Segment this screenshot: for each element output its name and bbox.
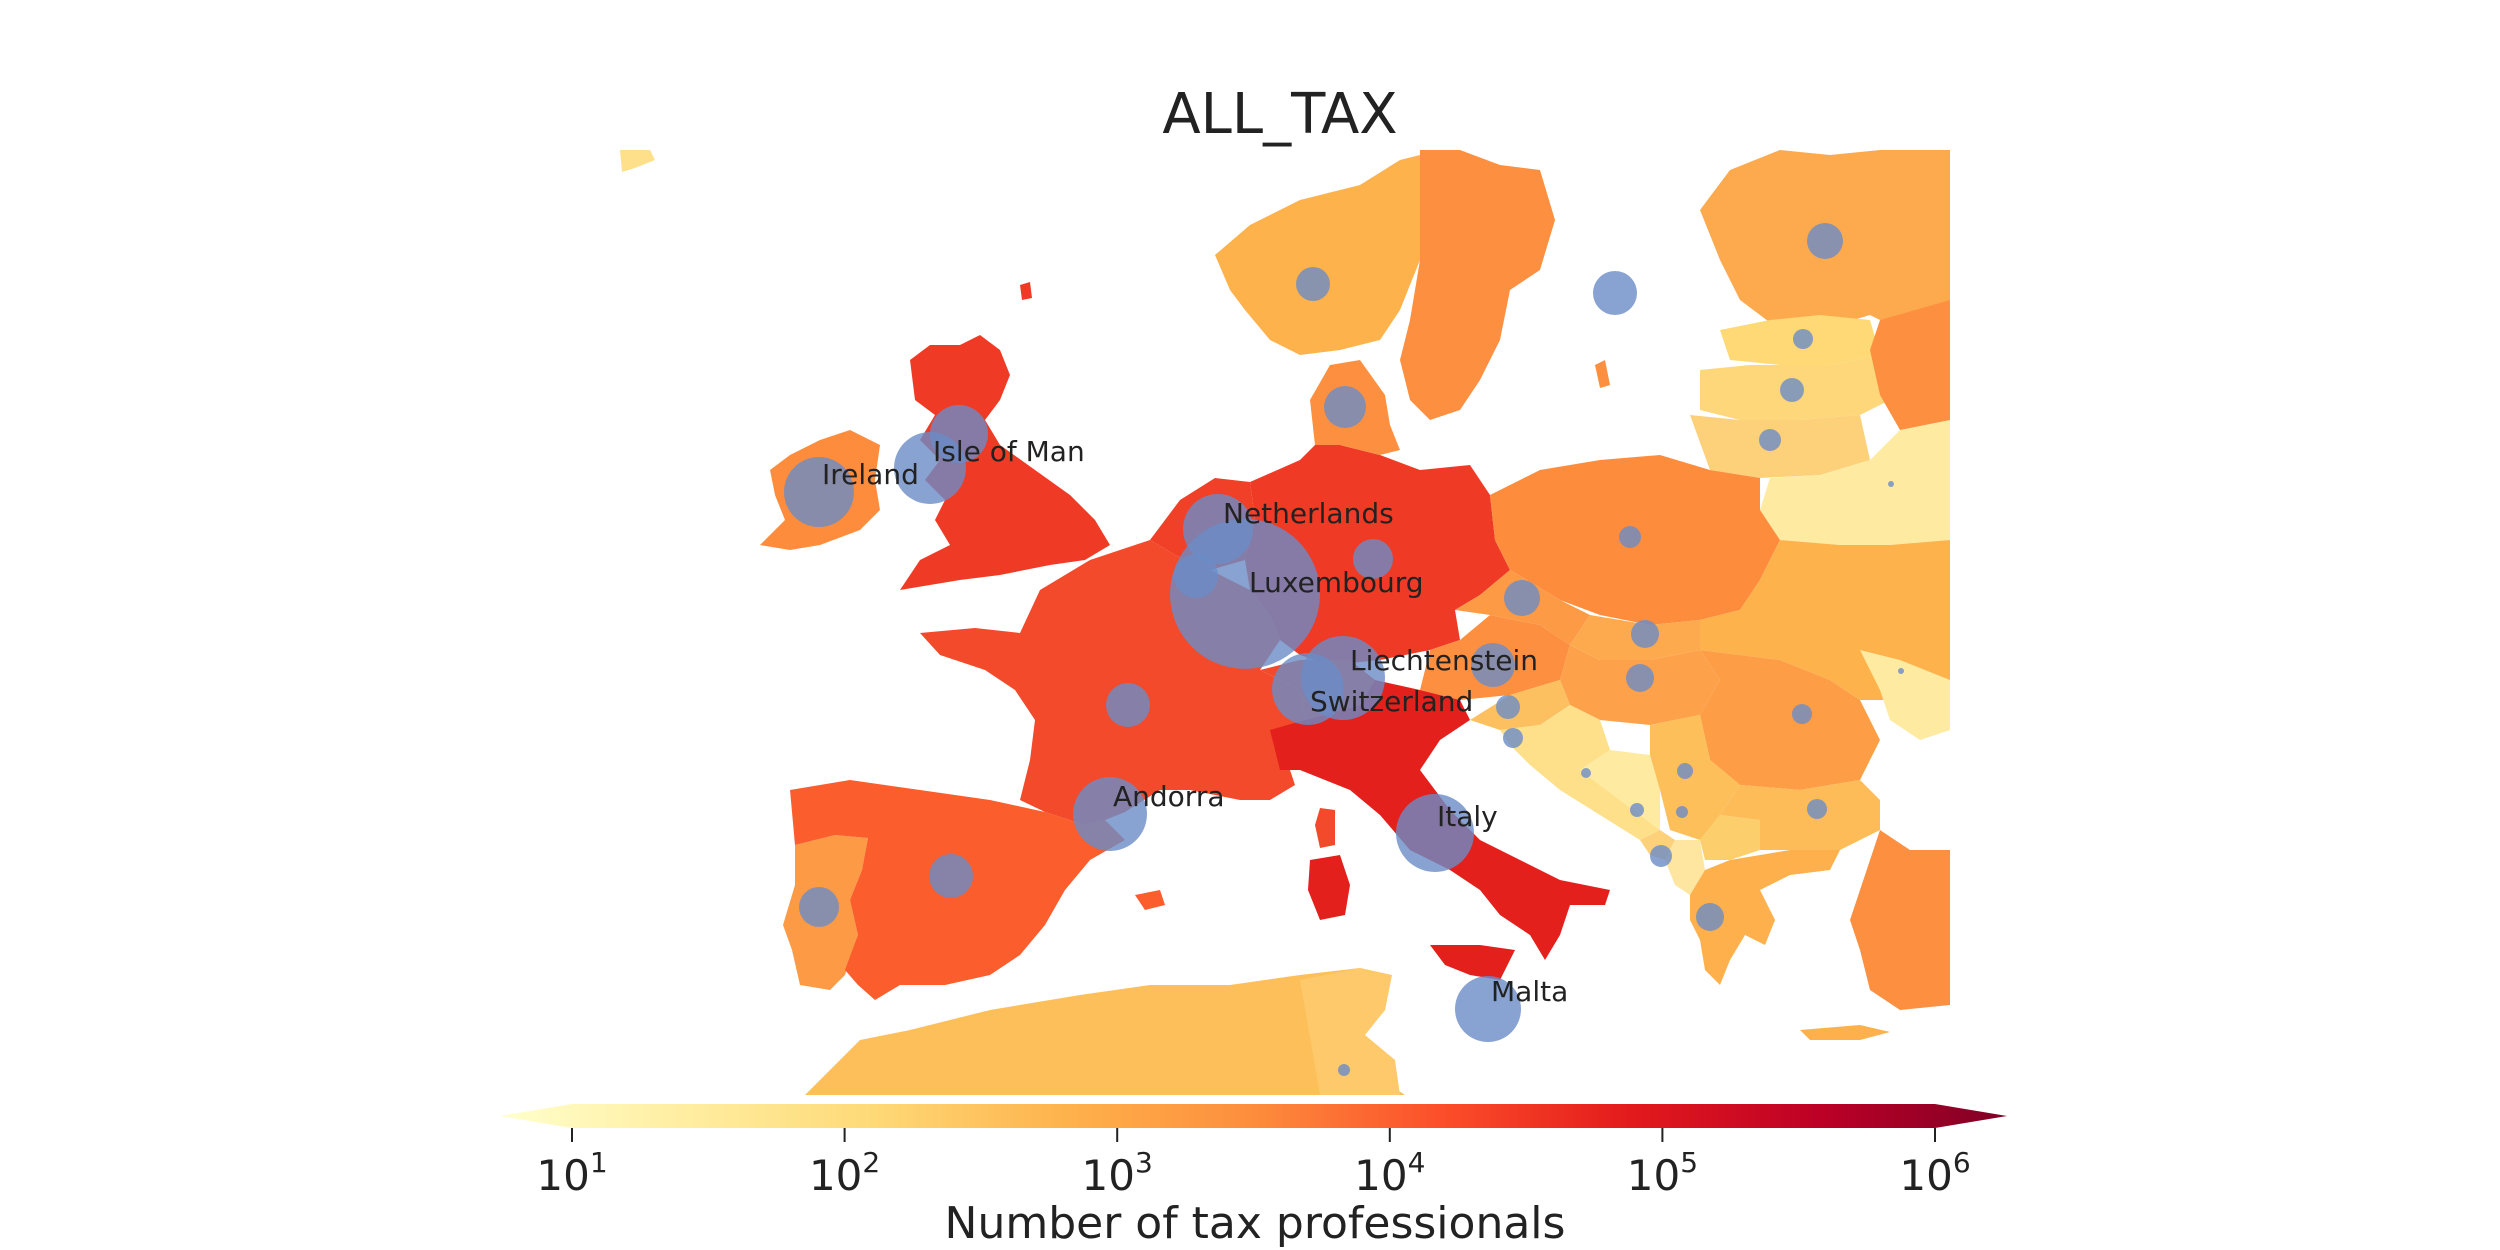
bubble-denmark (1324, 386, 1366, 428)
region-russia-north (1870, 300, 1950, 430)
region-iceland-fragment (620, 150, 655, 172)
bubble-malta (1455, 976, 1521, 1042)
bubble-croatia (1503, 728, 1523, 748)
bubble-isle-of-man (894, 432, 966, 504)
region-bulgaria (1720, 780, 1880, 850)
bubble-slovenia (1496, 695, 1520, 719)
region-north-macedonia (1700, 815, 1760, 860)
region-greece (1690, 850, 1840, 985)
bubble-austria (1471, 643, 1515, 687)
region-sweden (1400, 150, 1555, 420)
colorbar-label: Number of tax professionals (944, 1198, 1566, 1249)
country-regions (620, 150, 1950, 1095)
region-moldova (1860, 650, 1950, 740)
label-andorra: Andorra (1113, 780, 1225, 813)
colorbar-tick-label: 104 (1354, 1146, 1425, 1200)
region-turkey (1850, 830, 1950, 1010)
bubble-slovakia (1631, 620, 1659, 648)
bubble-bosnia (1581, 768, 1591, 778)
region-gotland (1595, 360, 1610, 388)
label-malta: Malta (1491, 975, 1568, 1008)
label-italy: Italy (1437, 800, 1498, 833)
bubble-ireland (784, 457, 854, 527)
region-croatia (1500, 705, 1660, 840)
bubble-lithuania (1759, 429, 1781, 451)
bubble-monaco (1338, 1064, 1350, 1076)
bubble-poland (1619, 526, 1641, 548)
bubble-bulgaria (1807, 799, 1827, 819)
bubble-portugal (799, 887, 839, 927)
bubble-romania (1792, 704, 1812, 724)
bubble-france (1106, 683, 1150, 727)
bubble-belarus (1888, 481, 1894, 487)
colorbar-tick-label: 101 (536, 1146, 607, 1200)
region-slovenia (1470, 680, 1570, 730)
colorbar-tick-label: 103 (1082, 1146, 1153, 1200)
region-faroe-fragment (1020, 282, 1032, 300)
bubble-italy (1396, 794, 1474, 872)
label-ireland: Ireland (822, 458, 919, 491)
map-title: ALL_TAX (1162, 82, 1398, 147)
bubble-spain (929, 854, 973, 898)
colorbar: 101 102 103 104 105 106 (500, 1104, 2007, 1200)
label-isle-of-man: Isle of Man (933, 435, 1085, 468)
region-corsica (1315, 808, 1335, 848)
region-balearic (1135, 890, 1165, 910)
region-romania (1700, 650, 1880, 790)
label-liechtenstein: Liechtenstein (1350, 644, 1538, 677)
bubble-latvia (1780, 378, 1804, 402)
colorbar-tick-label: 102 (809, 1146, 880, 1200)
bubble-czechia (1504, 580, 1540, 616)
bubble-kosovo (1676, 806, 1688, 818)
region-belarus (1760, 420, 1950, 545)
region-albania (1665, 840, 1705, 895)
bubble-serbia (1677, 763, 1693, 779)
bubble-estonia (1793, 329, 1813, 349)
region-sicily (1430, 945, 1515, 980)
bubble-hungary (1626, 664, 1654, 692)
colorbar-tick-label: 106 (1899, 1146, 1970, 1200)
bubble-montenegro (1630, 803, 1644, 817)
bubble-norway (1296, 267, 1330, 301)
colorbar-ticks: 101 102 103 104 105 106 (536, 1128, 1971, 1200)
bubble-greece (1696, 903, 1724, 931)
region-norway (1215, 150, 1440, 355)
bubble-andorra (1073, 777, 1147, 851)
label-switzerland: Switzerland (1310, 685, 1473, 718)
bubble-albania (1650, 845, 1672, 867)
region-serbia (1650, 715, 1740, 840)
colorbar-bar (500, 1104, 2007, 1128)
colorbar-tick-label: 105 (1627, 1146, 1698, 1200)
bubble-sweden (1593, 271, 1637, 315)
bubble-switzerland (1272, 653, 1344, 725)
region-sardinia (1308, 855, 1350, 920)
bubble-germany (1353, 539, 1393, 579)
bubble-finland (1807, 223, 1843, 259)
bubble-layer (784, 223, 1904, 1076)
label-netherlands: Netherlands (1223, 497, 1394, 530)
bubble-luxembourg (1170, 519, 1320, 669)
region-north-africa (805, 968, 1405, 1095)
bubble-ukraine (1898, 668, 1904, 674)
region-crete (1800, 1025, 1890, 1040)
region-lithuania (1690, 415, 1870, 478)
region-tunisia (1300, 968, 1400, 1095)
label-luxembourg: Luxembourg (1249, 566, 1424, 599)
region-great-britain (900, 335, 1110, 590)
